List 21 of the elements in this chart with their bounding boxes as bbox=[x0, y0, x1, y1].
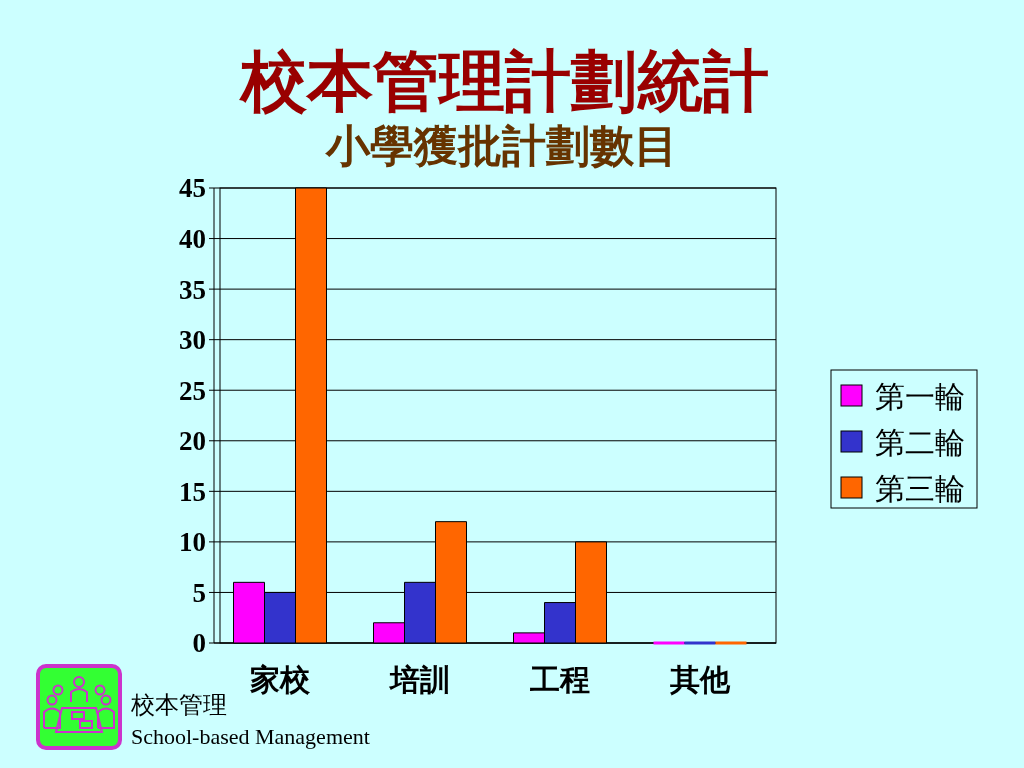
x-tick-label: 其他 bbox=[669, 663, 731, 696]
legend-label: 第二輪 bbox=[875, 425, 965, 459]
y-tick-label: 30 bbox=[179, 325, 206, 356]
y-tick-label: 35 bbox=[179, 274, 206, 305]
y-tick-label: 25 bbox=[179, 375, 206, 406]
y-tick-label: 45 bbox=[179, 173, 206, 204]
y-tick-label: 20 bbox=[179, 426, 206, 457]
chart-subtitle: 小學獲批計劃數目 bbox=[324, 122, 678, 171]
chart-title: 校本管理計劃統計 bbox=[239, 45, 769, 118]
x-tick-label: 培訓 bbox=[388, 663, 450, 696]
text: School-based Management bbox=[131, 724, 370, 749]
legend-label: 第一輪 bbox=[875, 379, 965, 413]
x-tick-label: 工程 bbox=[529, 663, 590, 696]
legend-label: 第三輪 bbox=[875, 471, 965, 505]
y-tick-label: 0 bbox=[192, 628, 206, 659]
x-tick-label: 家校 bbox=[250, 663, 311, 696]
y-tick-label: 15 bbox=[179, 476, 206, 507]
y-tick-label: 10 bbox=[179, 527, 206, 558]
text: 校本管理 bbox=[130, 692, 227, 718]
y-tick-label: 5 bbox=[192, 577, 206, 608]
y-tick-label: 40 bbox=[179, 224, 206, 255]
